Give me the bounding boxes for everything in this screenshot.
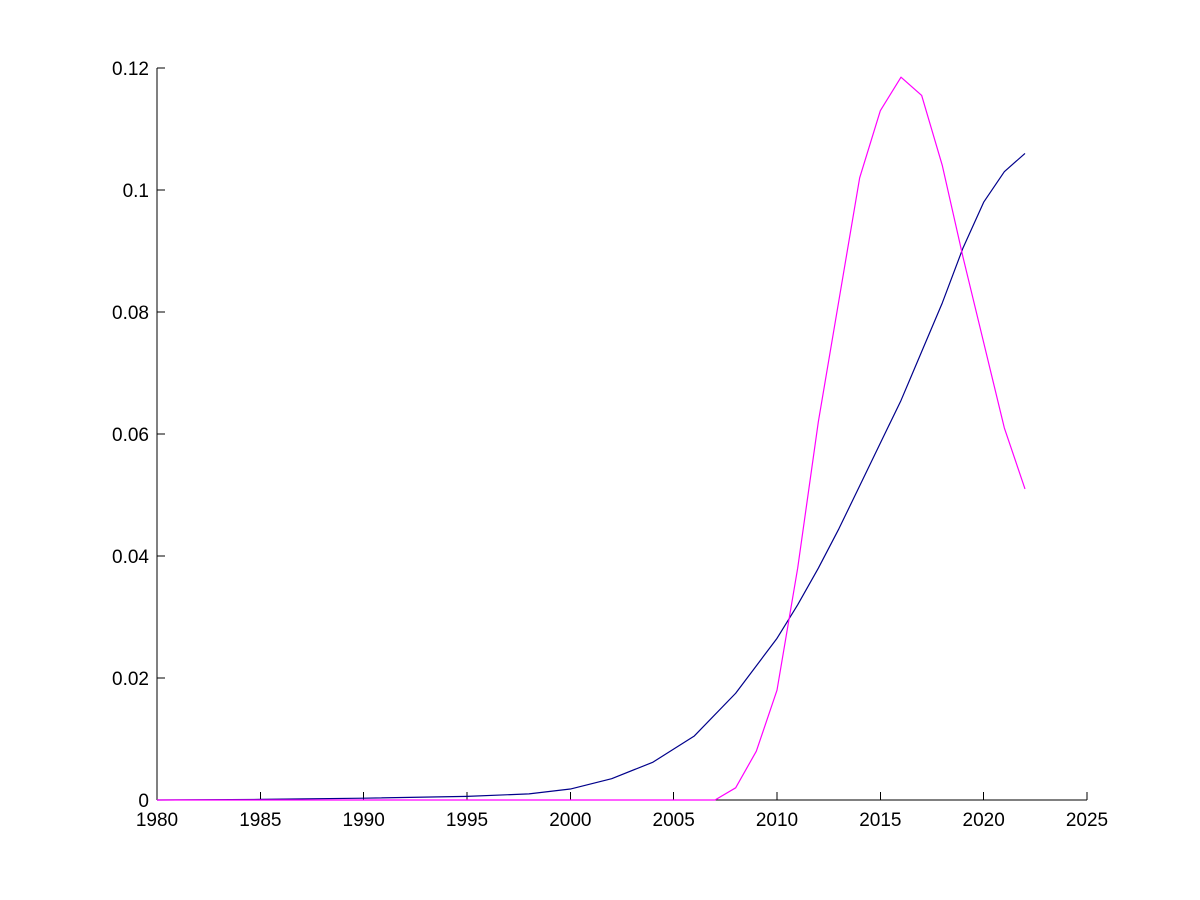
x-tick-label: 2000: [549, 810, 591, 831]
y-tick-label: 0.02: [112, 669, 149, 690]
x-tick-label: 2005: [653, 810, 695, 831]
y-tick-label: 0.1: [123, 181, 149, 202]
y-tick-label: 0: [138, 791, 149, 812]
y-tick-label: 0.06: [112, 425, 149, 446]
x-tick-label: 2015: [859, 810, 901, 831]
x-tick-label: 2025: [1066, 810, 1108, 831]
series-line-1: [156, 152, 1026, 801]
x-tick-label: 1980: [136, 810, 178, 831]
y-tick-label: 0.08: [112, 303, 149, 324]
x-tick-label: 1985: [239, 810, 281, 831]
plot-area: [156, 76, 1026, 801]
x-tick-label: 2020: [963, 810, 1005, 831]
x-tick-label: 1995: [446, 810, 488, 831]
series-line-2: [157, 76, 1026, 801]
axes: 1980 1985 1990 1995 2000 2005 2010 2015 2020 2025…: [112, 59, 1108, 831]
y-tick-label: 0.04: [112, 547, 149, 568]
x-tick-label: 1990: [343, 810, 385, 831]
y-tick-label: 0.12: [112, 59, 149, 80]
x-tick-label: 2010: [756, 810, 798, 831]
